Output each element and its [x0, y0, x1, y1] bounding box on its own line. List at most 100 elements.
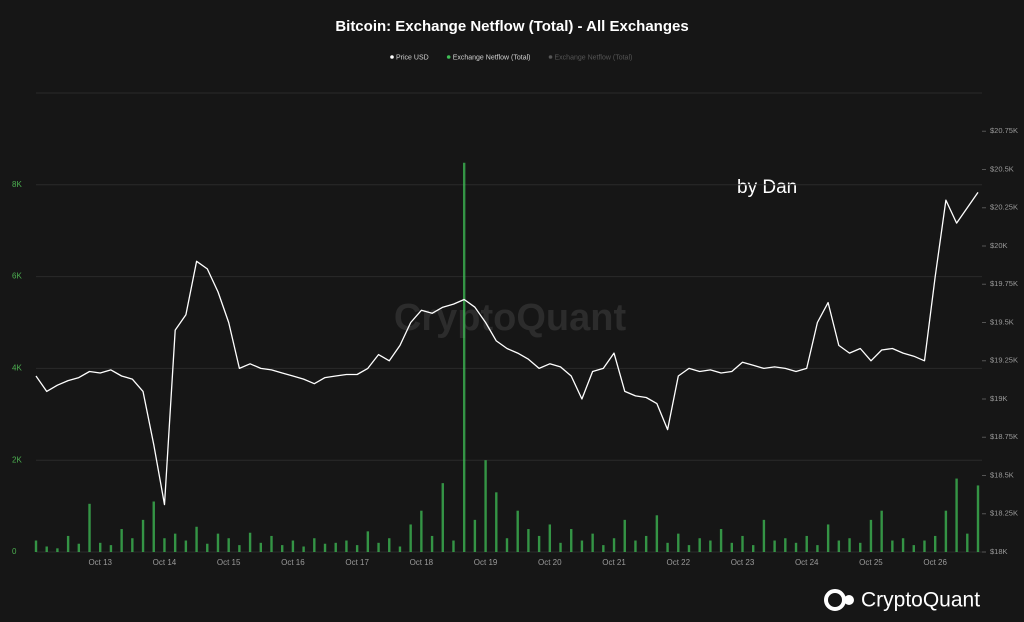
netflow-bar	[163, 538, 166, 552]
netflow-bar	[398, 546, 402, 552]
netflow-bar	[281, 545, 284, 552]
netflow-bar	[66, 535, 70, 552]
netflow-bar	[516, 510, 519, 552]
netflow-bar	[955, 478, 958, 552]
netflow-bar	[602, 545, 605, 552]
netflow-bar	[131, 538, 134, 552]
netflow-bar	[826, 524, 830, 552]
y-tick-label: 8K	[12, 180, 22, 189]
y-tick-label: 0	[12, 547, 17, 556]
netflow-bar	[452, 540, 455, 552]
x-tick-label: Oct 24	[795, 558, 819, 567]
x-tick-label: Oct 13	[88, 558, 112, 567]
netflow-bar	[420, 510, 423, 552]
netflow-bar	[677, 533, 680, 552]
legend-swatch	[446, 55, 451, 59]
netflow-bar	[99, 542, 102, 552]
x-tick-label: Oct 25	[859, 558, 883, 567]
netflow-bar	[527, 529, 530, 552]
y2-tick-label: $18.75K	[990, 432, 1018, 441]
logo-dot	[844, 595, 854, 605]
netflow-bar	[762, 519, 766, 552]
netflow-bar	[34, 540, 38, 552]
netflow-bar	[323, 543, 327, 552]
netflow-bar	[302, 546, 305, 552]
netflow-bar	[901, 538, 905, 552]
netflow-bar	[152, 501, 155, 552]
netflow-bar	[623, 519, 626, 552]
netflow-bar	[570, 529, 573, 552]
netflow-bar	[430, 535, 434, 552]
netflow-bar	[698, 538, 701, 552]
y2-tick-label: $18.5K	[990, 470, 1014, 479]
x-tick-label: Oct 20	[538, 558, 562, 567]
netflow-bar	[206, 543, 209, 552]
netflow-bar	[644, 535, 648, 552]
netflow-bar	[666, 542, 669, 552]
netflow-bar	[227, 538, 230, 552]
price-line	[35, 192, 979, 506]
netflow-bar	[238, 545, 241, 552]
netflow-bar	[784, 538, 787, 552]
netflow-bar	[655, 515, 659, 552]
netflow-bar	[869, 519, 873, 552]
netflow-bar	[388, 538, 391, 552]
netflow-bar	[976, 485, 980, 552]
netflow-bar	[56, 548, 59, 552]
netflow-bar	[923, 540, 926, 552]
netflow-bar	[216, 533, 220, 552]
netflow-bar	[313, 538, 316, 552]
y2-tick-label: $19.25K	[990, 356, 1018, 365]
netflow-bar	[366, 531, 370, 552]
y-tick-label: 6K	[12, 272, 22, 281]
logo-text: CryptoQuant	[861, 589, 980, 612]
netflow-bar	[966, 533, 969, 552]
netflow-bar	[773, 540, 776, 552]
x-tick-label: Oct 23	[731, 558, 755, 567]
netflow-bar	[495, 492, 498, 552]
legend-label: Price USD	[396, 54, 429, 61]
netflow-bar	[805, 535, 808, 552]
x-tick-label: Oct 22	[666, 558, 690, 567]
netflow-bar	[891, 540, 894, 552]
watermark: CryptoQuant	[394, 297, 627, 339]
y2-tick-label: $18K	[990, 547, 1008, 556]
x-tick-label: Oct 17	[345, 558, 369, 567]
netflow-bar	[259, 542, 262, 552]
x-tick-label: Oct 15	[217, 558, 241, 567]
y2-tick-label: $20.5K	[990, 164, 1014, 173]
netflow-bar	[719, 529, 723, 552]
netflow-bar	[195, 526, 198, 552]
netflow-bar	[173, 533, 177, 552]
netflow-bar	[837, 540, 841, 552]
netflow-bar	[580, 540, 584, 552]
netflow-bar	[859, 542, 862, 552]
y-tick-label: 2K	[12, 455, 22, 464]
netflow-bar	[120, 529, 123, 552]
netflow-bar	[505, 538, 509, 552]
x-tick-label: Oct 26	[923, 558, 947, 567]
netflow-bar	[377, 542, 380, 552]
netflow-bar	[816, 545, 819, 552]
netflow-bar	[291, 540, 295, 552]
netflow-bar	[933, 535, 937, 552]
netflow-bar	[141, 519, 145, 552]
netflow-bar	[709, 540, 712, 552]
y-tick-label: 4K	[12, 364, 22, 373]
netflow-bar	[45, 546, 48, 552]
y2-tick-label: $19.75K	[990, 279, 1018, 288]
y2-tick-label: $19.5K	[990, 317, 1014, 326]
netflow-bar	[612, 538, 616, 552]
legend-swatch	[548, 55, 553, 59]
netflow-bar	[752, 545, 755, 552]
netflow-bar	[687, 545, 691, 552]
legend-swatch	[390, 55, 394, 59]
netflow-bar	[848, 538, 851, 552]
y2-tick-label: $18.25K	[990, 509, 1018, 518]
netflow-bar	[944, 510, 948, 552]
netflow-bar	[880, 510, 883, 552]
x-tick-label: Oct 19	[474, 558, 498, 567]
